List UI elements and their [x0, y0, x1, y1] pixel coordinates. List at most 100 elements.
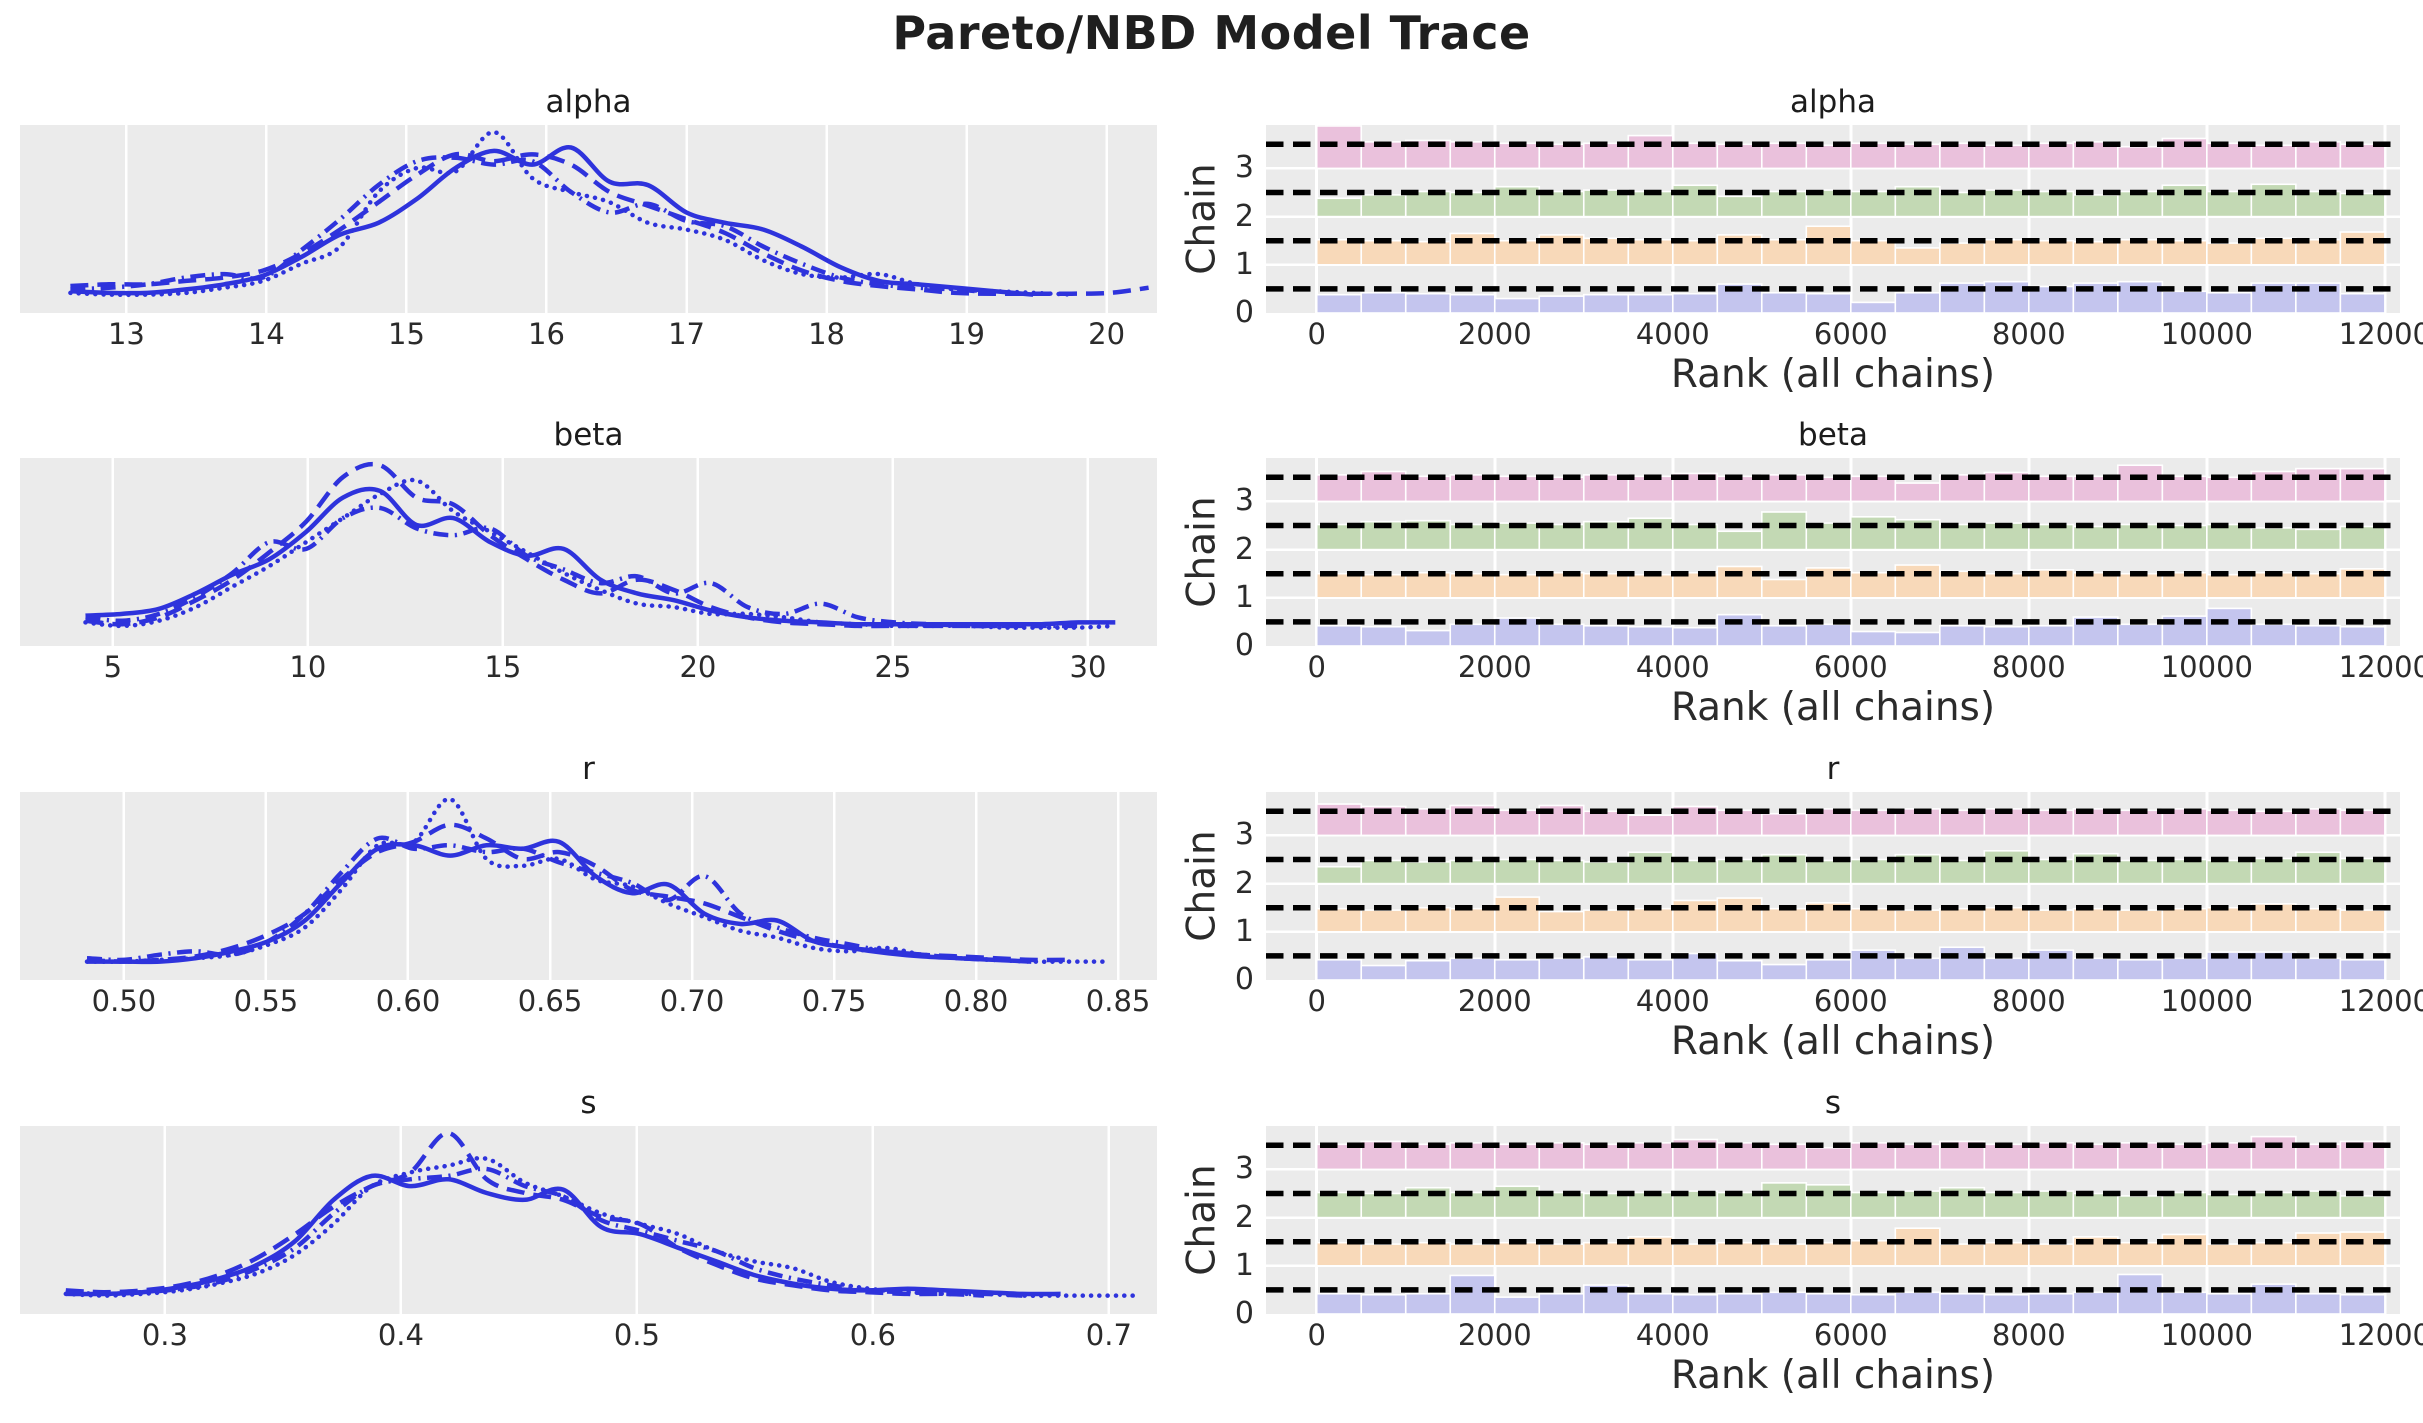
x-tick-label: 20: [679, 650, 717, 684]
rank-plot-beta: [1266, 458, 2400, 646]
x-tick-label: 0: [1307, 317, 1326, 351]
rank-title-s: s: [1824, 1085, 1842, 1121]
x-tick-label: 0.80: [943, 984, 1009, 1018]
y-tick-label: 3: [1234, 483, 1254, 519]
x-tick-label: 12000: [2338, 1318, 2423, 1352]
x-tick-label: 0.6: [849, 1318, 896, 1352]
rank-xticks-beta: 0 2000 4000 6000 8000 10000 12000: [1266, 649, 2423, 687]
y-tick-label: 1: [1234, 913, 1254, 949]
x-tick-label: 0.60: [375, 984, 441, 1018]
rank-plot-r: [1266, 792, 2400, 980]
x-tick-label: 4000: [1635, 650, 1710, 684]
x-tick-label: 12000: [2338, 984, 2423, 1018]
x-tick-label: 0.85: [1085, 984, 1151, 1018]
kde-plot-alpha: [20, 125, 1157, 313]
rank-ylabel-r: Chain: [1179, 830, 1225, 942]
x-tick-label: 0: [1307, 984, 1326, 1018]
x-tick-label: 2000: [1457, 984, 1532, 1018]
x-tick-label: 6000: [1813, 317, 1888, 351]
rank-title-r: r: [1826, 751, 1840, 787]
x-tick-label: 0.65: [517, 984, 583, 1018]
y-tick-label: 2: [1234, 1199, 1254, 1235]
x-tick-label: 8000: [1991, 650, 2066, 684]
x-tick-label: 6000: [1813, 984, 1888, 1018]
rank-xlabel-alpha: Rank (all chains): [1670, 352, 1996, 397]
rank-xticks-alpha: 0 2000 4000 6000 8000 10000 12000: [1266, 316, 2423, 354]
y-tick-label: 3: [1234, 150, 1254, 186]
x-tick-label: 2000: [1457, 317, 1532, 351]
rank-ylabel-s: Chain: [1179, 1164, 1225, 1276]
x-tick-label: 17: [668, 317, 705, 351]
x-tick-label: 0.75: [801, 984, 867, 1018]
kde-plot-s: [20, 1126, 1157, 1314]
x-tick-label: 12000: [2338, 650, 2423, 684]
rank-xticks-r: 0 2000 4000 6000 8000 10000 12000: [1266, 983, 2423, 1021]
x-tick-label: 0.7: [1085, 1318, 1132, 1352]
rank-ylabel-beta: Chain: [1179, 496, 1225, 608]
kde-title-s: s: [580, 1085, 597, 1121]
rank-xticks-s: 0 2000 4000 6000 8000 10000 12000: [1266, 1317, 2423, 1355]
y-tick-label: 1: [1234, 246, 1254, 282]
kde-title-beta: beta: [553, 417, 624, 453]
x-tick-label: 10: [289, 650, 327, 684]
x-tick-label: 4000: [1635, 1318, 1710, 1352]
y-tick-label: 2: [1234, 198, 1254, 234]
y-tick-label: 2: [1234, 531, 1254, 567]
kde-xticks-s: 0.3 0.4 0.5 0.6 0.7: [20, 1317, 1157, 1355]
x-tick-label: 2000: [1457, 650, 1532, 684]
rank-title-beta: beta: [1798, 417, 1868, 453]
y-tick-label: 3: [1234, 817, 1254, 853]
y-tick-label: 0: [1234, 295, 1254, 330]
x-tick-label: 6000: [1813, 1318, 1888, 1352]
rank-plot-s: [1266, 1126, 2400, 1314]
x-tick-label: 12000: [2338, 317, 2423, 351]
y-tick-label: 1: [1234, 1247, 1254, 1283]
x-tick-label: 18: [808, 317, 845, 351]
kde-xticks-alpha: 13 14 15 16 17 18 19 20: [20, 316, 1157, 354]
x-tick-label: 10000: [2160, 650, 2253, 684]
x-tick-label: 5: [103, 650, 123, 684]
x-tick-label: 0: [1307, 1318, 1326, 1352]
kde-title-r: r: [582, 751, 595, 787]
rank-xlabel-r: Rank (all chains): [1670, 1019, 1996, 1064]
x-tick-label: 10000: [2160, 317, 2253, 351]
x-tick-label: 0.70: [659, 984, 725, 1018]
x-tick-label: 2000: [1457, 1318, 1532, 1352]
kde-xticks-r: 0.50 0.55 0.60 0.65 0.70 0.75 0.80 0.85: [20, 983, 1157, 1021]
kde-xticks-beta: 5 10 15 20 25 30: [20, 649, 1157, 687]
x-tick-label: 4000: [1635, 984, 1710, 1018]
kde-plot-beta: [20, 458, 1157, 646]
x-tick-label: 0.50: [91, 984, 157, 1018]
x-tick-label: 0.4: [377, 1318, 424, 1352]
x-tick-label: 8000: [1991, 317, 2066, 351]
x-tick-label: 16: [528, 317, 565, 351]
rank-xlabel-s: Rank (all chains): [1670, 1353, 1996, 1398]
x-tick-label: 0.55: [233, 984, 299, 1018]
y-tick-label: 1: [1234, 579, 1254, 615]
y-tick-label: 2: [1234, 865, 1254, 901]
x-tick-label: 6000: [1813, 650, 1888, 684]
x-tick-label: 0.3: [141, 1318, 188, 1352]
x-tick-label: 19: [948, 317, 986, 351]
x-tick-label: 14: [247, 317, 285, 351]
x-tick-label: 0: [1307, 650, 1326, 684]
y-tick-label: 0: [1234, 962, 1254, 997]
y-tick-label: 0: [1234, 1296, 1254, 1331]
x-tick-label: 15: [388, 317, 425, 351]
y-tick-label: 0: [1234, 628, 1254, 663]
x-tick-label: 13: [107, 317, 145, 351]
x-tick-label: 30: [1069, 650, 1107, 684]
x-tick-label: 0.5: [613, 1318, 660, 1352]
kde-title-alpha: alpha: [545, 84, 632, 120]
x-tick-label: 20: [1088, 317, 1126, 351]
x-tick-label: 10000: [2160, 984, 2253, 1018]
x-tick-label: 10000: [2160, 1318, 2253, 1352]
rank-plot-alpha: [1266, 125, 2400, 313]
rank-xlabel-beta: Rank (all chains): [1670, 685, 1996, 730]
rank-ylabel-alpha: Chain: [1179, 163, 1225, 275]
x-tick-label: 15: [484, 650, 522, 684]
kde-plot-r: [20, 792, 1157, 980]
y-tick-label: 3: [1234, 1151, 1254, 1187]
x-tick-label: 25: [874, 650, 912, 684]
